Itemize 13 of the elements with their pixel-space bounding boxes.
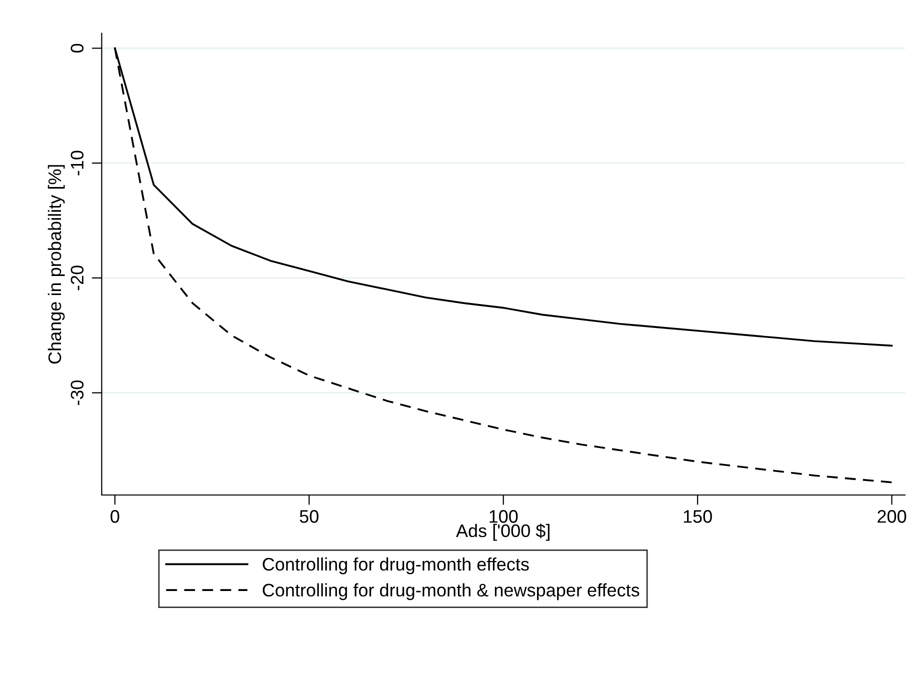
y-tick-label: -10: [70, 150, 84, 176]
x-tick-label: 200: [878, 510, 906, 523]
x-tick-label: 100: [490, 510, 518, 523]
legend-label: Controlling for drug-month effects: [262, 557, 529, 574]
y-tick-label: -30: [70, 380, 84, 406]
x-tick-label: 50: [300, 510, 318, 523]
x-tick-label: 0: [110, 510, 120, 523]
y-tick-label: 0: [70, 44, 84, 53]
y-axis-title: Change in probability [%]: [48, 165, 65, 364]
y-tick-label: -20: [70, 266, 84, 290]
x-tick-label: 150: [684, 510, 712, 523]
x-axis-title: Ads ['000 $]: [456, 524, 550, 541]
legend-label: Controlling for drug-month & newspaper effects: [262, 583, 640, 600]
